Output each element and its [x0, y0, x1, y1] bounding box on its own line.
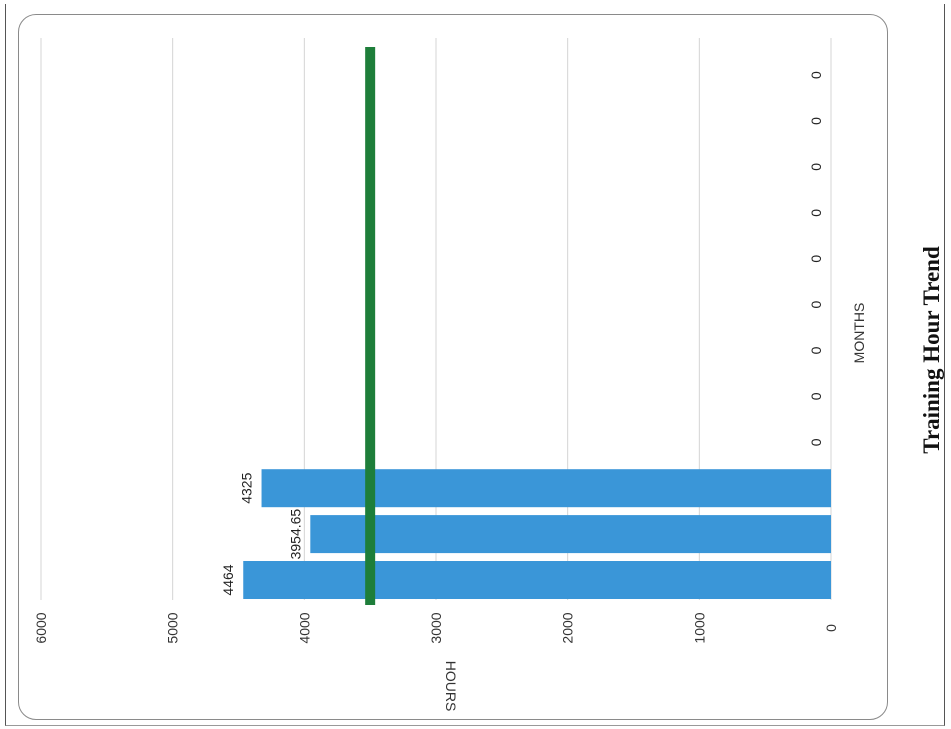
- x-axis-title: HOURS: [443, 661, 459, 712]
- x-tick-label-6000: 6000: [33, 612, 49, 643]
- data-label-2: 4325: [239, 472, 255, 503]
- chart-panel: [18, 14, 888, 720]
- x-tick-label-3000: 3000: [428, 612, 444, 643]
- data-label-6: 0: [808, 300, 824, 308]
- data-label-8: 0: [808, 209, 824, 217]
- x-tick-label-5000: 5000: [165, 612, 181, 643]
- bar-2: [261, 469, 832, 508]
- page-frame: [5, 4, 945, 726]
- chart-title: Training Hour Trend: [919, 246, 944, 454]
- data-label-9: 0: [808, 163, 824, 171]
- data-label-0: 4464: [220, 564, 236, 595]
- data-label-4: 0: [808, 392, 824, 400]
- data-label-7: 0: [808, 255, 824, 263]
- data-label-3: 0: [808, 438, 824, 446]
- data-label-11: 0: [808, 71, 824, 79]
- bar-0: [243, 561, 832, 599]
- data-label-1: 3954.65: [287, 509, 303, 560]
- x-tick-label-1000: 1000: [691, 612, 707, 643]
- data-label-5: 0: [808, 346, 824, 354]
- target-line: [365, 47, 376, 605]
- data-label-10: 0: [808, 117, 824, 125]
- x-tick-label-2000: 2000: [560, 612, 576, 643]
- bar-1: [310, 515, 831, 554]
- x-tick-label-0: 0: [823, 624, 839, 632]
- y-axis-title: MONTHS: [851, 303, 867, 364]
- x-tick-label-4000: 4000: [296, 612, 312, 643]
